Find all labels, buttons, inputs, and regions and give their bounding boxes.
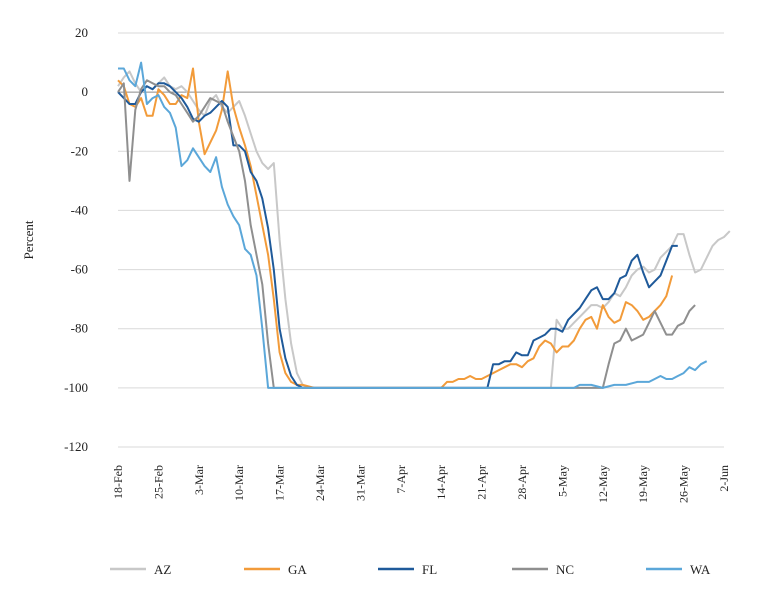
legend-label: GA — [288, 562, 307, 577]
y-tick-label: -120 — [64, 439, 88, 454]
x-tick-label: 28-Apr — [515, 465, 529, 500]
x-tick-label: 3-Mar — [192, 465, 206, 495]
legend-item-fl: FL — [378, 562, 437, 577]
legend-item-ga: GA — [244, 562, 307, 577]
x-tick-label: 31-Mar — [353, 465, 367, 501]
series-lines — [117, 61, 731, 389]
x-tick-label: 5-May — [555, 465, 569, 497]
x-tick-label: 19-May — [636, 465, 650, 503]
y-tick-label: 0 — [82, 84, 89, 99]
y-tick-label: -40 — [71, 202, 88, 217]
series-line-az — [117, 70, 731, 389]
legend-item-az: AZ — [110, 562, 171, 577]
y-tick-label: 20 — [75, 25, 88, 40]
x-tick-label: 18-Feb — [111, 465, 125, 499]
x-tick-label: 25-Feb — [151, 465, 165, 499]
y-axis-ticks: 20 0 -20 -40 -60 -80 -100 -120 — [64, 25, 88, 454]
x-tick-label: 12-May — [596, 465, 610, 503]
x-tick-label: 24-Mar — [313, 465, 327, 501]
legend-item-nc: NC — [512, 562, 574, 577]
x-tick-label: 2-Jun — [717, 465, 731, 492]
series-line-fl — [117, 82, 678, 389]
x-tick-label: 17-Mar — [273, 465, 287, 501]
x-tick-label: 21-Apr — [475, 465, 489, 500]
y-tick-label: -20 — [71, 143, 88, 158]
x-tick-label: 10-Mar — [232, 465, 246, 501]
x-tick-label: 7-Apr — [394, 465, 408, 494]
legend-label: AZ — [154, 562, 171, 577]
legend-label: WA — [690, 562, 711, 577]
legend: AZ GA FL NC WA — [110, 562, 711, 577]
y-tick-label: -60 — [71, 262, 88, 277]
series-line-nc — [117, 79, 696, 389]
y-axis-label: Percent — [21, 220, 36, 259]
y-tick-label: -100 — [64, 380, 88, 395]
series-line-ga — [117, 67, 674, 389]
y-tick-label: -80 — [71, 321, 88, 336]
legend-label: FL — [422, 562, 437, 577]
x-axis-ticks: 18-Feb 25-Feb 3-Mar 10-Mar 17-Mar 24-Mar 31-Ma… — [111, 465, 731, 503]
gridlines — [118, 32, 724, 448]
legend-label: NC — [556, 562, 574, 577]
series-line-wa — [118, 61, 708, 389]
x-tick-label: 26-May — [677, 465, 691, 503]
x-tick-label: 14-Apr — [434, 465, 448, 500]
legend-item-wa: WA — [646, 562, 711, 577]
